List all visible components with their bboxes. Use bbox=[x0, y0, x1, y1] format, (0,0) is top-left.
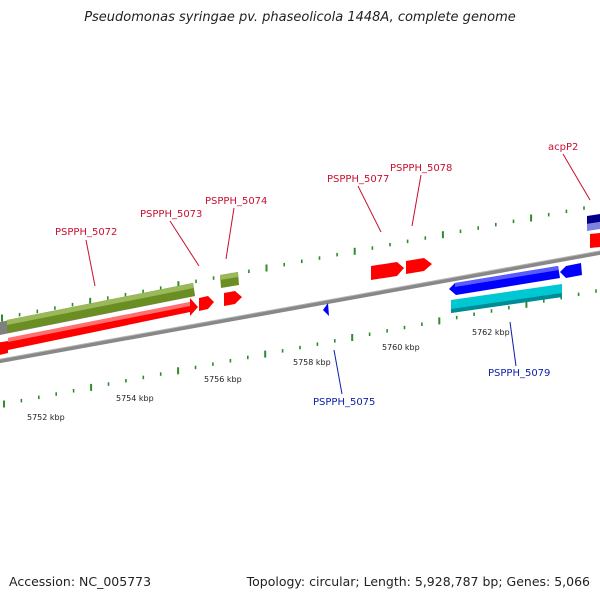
reverse-label-leaders bbox=[333, 321, 517, 395]
gene-label-pspph-5074[interactable]: PSPPH_5074 bbox=[205, 196, 267, 207]
gene-label-pspph-5073[interactable]: PSPPH_5073 bbox=[140, 209, 202, 220]
genome-backbone-highlight bbox=[0, 250, 600, 360]
tick-label-5752: 5752 kbp bbox=[27, 413, 65, 422]
cds-arrow-reverse[interactable] bbox=[323, 214, 600, 316]
gene-label-pspph-5078[interactable]: PSPPH_5078 bbox=[390, 163, 452, 174]
gene-label-acpp2[interactable]: acpP2 bbox=[548, 142, 578, 153]
tick-label-5758: 5758 kbp bbox=[293, 358, 331, 367]
forward-label-leaders bbox=[85, 153, 591, 287]
tick-label-5762: 5762 kbp bbox=[472, 328, 510, 337]
cds-arrow-forward[interactable] bbox=[0, 233, 600, 356]
gene-label-pspph-5077[interactable]: PSPPH_5077 bbox=[327, 174, 389, 185]
lower-tick-row bbox=[3, 289, 597, 408]
gene-label-pspph-5079[interactable]: PSPPH_5079 bbox=[488, 368, 550, 379]
accession-text: Accession: NC_005773 bbox=[9, 574, 152, 589]
gene-feature-forward[interactable] bbox=[0, 283, 195, 335]
gene-label-pspph-5072[interactable]: PSPPH_5072 bbox=[55, 227, 117, 238]
map-title: Pseudomonas syringae pv. phaseolicola 14… bbox=[84, 10, 516, 25]
genome-stats-text: Topology: circular; Length: 5,928,787 bp… bbox=[246, 574, 590, 589]
tick-label-5756: 5756 kbp bbox=[204, 375, 242, 384]
tick-label-5754: 5754 kbp bbox=[116, 394, 154, 403]
gene-feature-reverse[interactable] bbox=[451, 284, 562, 313]
tick-label-5760: 5760 kbp bbox=[382, 343, 420, 352]
genome-backbone bbox=[0, 250, 600, 364]
gene-feature-forward-5074[interactable] bbox=[220, 272, 239, 288]
gene-label-pspph-5075[interactable]: PSPPH_5075 bbox=[313, 397, 375, 408]
